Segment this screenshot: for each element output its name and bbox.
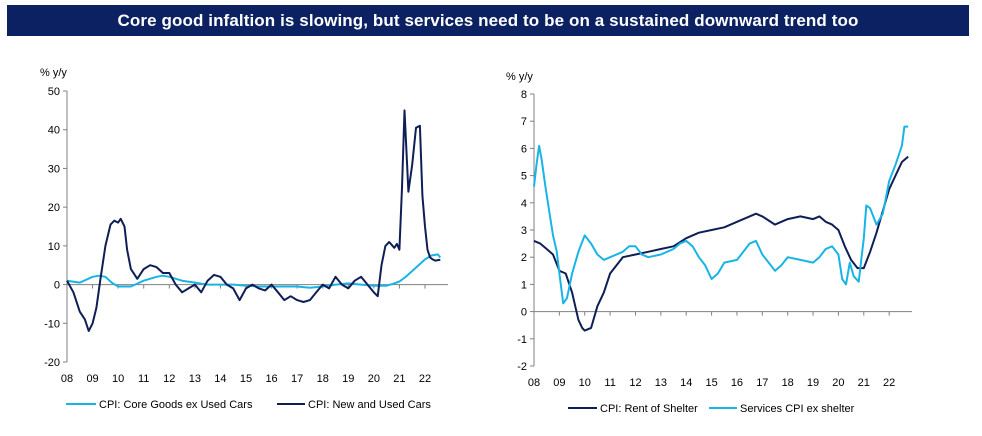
- x-tick-label: 19: [807, 377, 819, 389]
- x-tick-label: 14: [214, 373, 226, 385]
- x-tick-label: 22: [883, 377, 895, 389]
- x-tick-label: 20: [832, 377, 844, 389]
- y-tick-label: 40: [48, 125, 60, 137]
- x-tick-label: 19: [342, 373, 354, 385]
- y-tick-label: -20: [44, 357, 60, 369]
- legend-label-0: CPI: Rent of Shelter: [600, 403, 698, 415]
- x-tick-label: 12: [629, 377, 641, 389]
- series-line-0: [66, 253, 442, 289]
- x-tick-label: 10: [579, 377, 591, 389]
- series-line-0: [533, 155, 909, 332]
- y-tick-label: 8: [521, 89, 527, 101]
- x-tick-label: 13: [189, 373, 201, 385]
- x-tick-label: 15: [705, 377, 717, 389]
- x-tick-label: 08: [61, 373, 73, 385]
- y-tick-label: 30: [48, 163, 60, 175]
- x-tick-label: 12: [163, 373, 175, 385]
- y-tick-label: 5: [521, 171, 527, 183]
- chart-title: Core good infaltion is slowing, but serv…: [117, 10, 859, 30]
- legend-label-1: CPI: New and Used Cars: [308, 399, 431, 411]
- y-tick-label: 10: [48, 241, 60, 253]
- y-tick-label: 2: [521, 252, 527, 264]
- x-tick-label: 08: [528, 377, 540, 389]
- y-tick-label: -1: [517, 334, 527, 346]
- y-tick-label: 0: [54, 280, 60, 292]
- x-tick-label: 22: [419, 373, 431, 385]
- y-tick-label: -2: [517, 361, 527, 373]
- x-tick-label: 17: [291, 373, 303, 385]
- x-tick-label: 17: [756, 377, 768, 389]
- x-tick-label: 10: [112, 373, 124, 385]
- y-tick-label: 20: [48, 202, 60, 214]
- x-tick-label: 18: [317, 373, 329, 385]
- x-tick-label: 15: [240, 373, 252, 385]
- y-unit-label: % y/y: [40, 67, 67, 79]
- x-tick-label: 11: [604, 377, 615, 389]
- series-line-1: [533, 125, 909, 305]
- legend-label-0: CPI: Core Goods ex Used Cars: [99, 399, 253, 411]
- y-tick-label: 1: [521, 279, 527, 291]
- x-tick-label: 20: [368, 373, 380, 385]
- series-line-1: [66, 109, 441, 332]
- legend-label-1: Services CPI ex shelter: [740, 403, 855, 415]
- y-tick-label: 50: [48, 86, 60, 98]
- x-tick-label: 16: [265, 373, 277, 385]
- title-banner: Core good infaltion is slowing, but serv…: [7, 5, 969, 36]
- x-tick-label: 16: [731, 377, 743, 389]
- y-tick-label: -10: [44, 318, 60, 330]
- x-tick-label: 13: [655, 377, 667, 389]
- y-tick-label: 3: [521, 225, 527, 237]
- y-tick-label: 6: [521, 143, 527, 155]
- y-unit-label: % y/y: [506, 71, 533, 83]
- x-tick-label: 21: [393, 373, 405, 385]
- x-tick-label: 21: [858, 377, 870, 389]
- x-tick-label: 11: [138, 373, 149, 385]
- y-tick-label: 0: [521, 307, 527, 319]
- y-tick-label: 4: [521, 198, 527, 210]
- x-tick-label: 09: [553, 377, 565, 389]
- x-tick-label: 14: [680, 377, 692, 389]
- x-tick-label: 18: [782, 377, 794, 389]
- y-tick-label: 7: [521, 116, 527, 128]
- x-tick-label: 09: [86, 373, 98, 385]
